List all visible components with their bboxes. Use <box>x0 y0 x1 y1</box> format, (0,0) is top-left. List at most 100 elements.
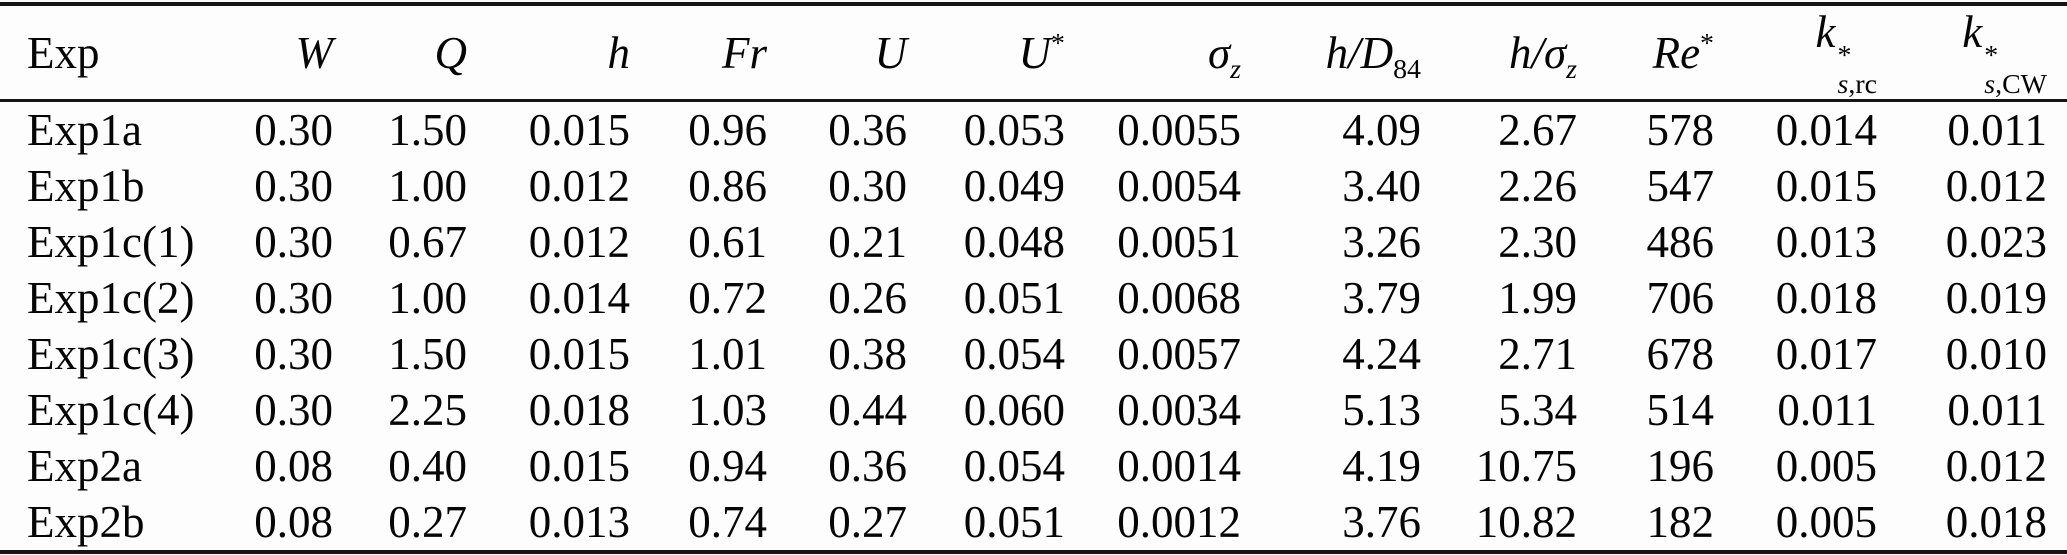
col-header-shear-velocity: U* <box>907 4 1065 103</box>
table-cell: 0.0057 <box>1117 329 1241 380</box>
table-cell: 4.24 <box>1342 329 1421 380</box>
table-cell: 0.054 <box>963 441 1065 492</box>
row-label: Exp1c(1) <box>27 217 195 268</box>
table-cell: 0.014 <box>528 273 630 324</box>
table-cell: 3.76 <box>1241 494 1421 555</box>
table-cell: 0.30 <box>254 385 333 436</box>
table-cell: 2.25 <box>388 385 467 436</box>
table-cell: 0.30 <box>254 329 333 380</box>
table-cell: 0.30 <box>254 273 333 324</box>
table-row: Exp1c(2) 0.30 1.00 0.014 0.72 0.26 0.051 0.0068… <box>0 270 2067 326</box>
table-cell: 0.30 <box>254 161 333 212</box>
table-row: Exp1a 0.30 1.50 0.015 0.96 0.36 0.053 0.0055 4.0… <box>0 101 2067 159</box>
table-cell: 706 <box>1646 273 1715 324</box>
table-row: Exp1c(4) 0.30 2.25 0.018 1.03 0.44 0.060 0.0034… <box>0 382 2067 438</box>
col-header-sigma-z: σz <box>1065 4 1241 103</box>
table-cell: 0.053 <box>963 105 1065 156</box>
col-header-froude: Fr <box>630 4 767 103</box>
table-row: Exp2a 0.08 0.40 0.015 0.94 0.36 0.054 0.0014 4.1… <box>0 438 2067 494</box>
table-row: Exp1c(3) 0.30 1.50 0.015 1.01 0.38 0.054 0.0057… <box>0 326 2067 382</box>
table-cell: 0.94 <box>688 441 767 492</box>
table-cell: 0.30 <box>828 161 907 212</box>
header-row: Exp W Q h Fr U U* σz h/D84 h/σz Re* k * s,… <box>0 4 2067 103</box>
table-cell: 0.017 <box>1775 329 1877 380</box>
table-cell: 0.012 <box>528 217 630 268</box>
row-label: Exp1c(4) <box>27 385 195 436</box>
table-cell: 182 <box>1577 494 1714 555</box>
table-cell: 0.0034 <box>1117 385 1241 436</box>
row-label: Exp2a <box>27 441 142 492</box>
table-cell: 0.0014 <box>1117 441 1241 492</box>
table-cell: 0.019 <box>1945 273 2047 324</box>
table-cell: 2.26 <box>1498 161 1577 212</box>
table-cell: 1.50 <box>388 329 467 380</box>
table-body: Exp1a 0.30 1.50 0.015 0.96 0.36 0.053 0.0055 4.0… <box>0 101 2067 555</box>
table-cell: 0.86 <box>688 161 767 212</box>
table-cell: 0.005 <box>1775 441 1877 492</box>
table-cell: 196 <box>1646 441 1715 492</box>
table-cell: 5.13 <box>1342 385 1421 436</box>
table-cell: 1.00 <box>388 273 467 324</box>
table-cell: 578 <box>1646 105 1715 156</box>
table-cell: 0.013 <box>1775 217 1877 268</box>
table-cell: 486 <box>1646 217 1715 268</box>
table-cell: 3.26 <box>1342 217 1421 268</box>
col-header-exp: Exp <box>0 4 200 103</box>
col-header-h-over-d84: h/D84 <box>1241 4 1421 103</box>
table-cell: 0.012 <box>1945 441 2047 492</box>
table-cell: 0.010 <box>1945 329 2047 380</box>
table-cell: 0.005 <box>1714 494 1877 555</box>
col-header-width: W <box>200 4 333 103</box>
col-header-reynolds-star: Re* <box>1577 4 1714 103</box>
table-cell: 0.015 <box>528 105 630 156</box>
table-row: Exp2b 0.08 0.27 0.013 0.74 0.27 0.051 0.0012 3.7… <box>0 494 2067 555</box>
col-header-discharge: Q <box>333 4 467 103</box>
table-cell: 0.30 <box>254 217 333 268</box>
table-cell: 0.08 <box>200 494 333 555</box>
table-cell: 0.015 <box>528 329 630 380</box>
table-cell: 1.50 <box>388 105 467 156</box>
table-cell: 0.012 <box>528 161 630 212</box>
table-cell: 0.023 <box>1945 217 2047 268</box>
table-cell: 0.048 <box>963 217 1065 268</box>
table-cell: 3.79 <box>1342 273 1421 324</box>
table-cell: 0.30 <box>254 105 333 156</box>
col-header-velocity: U <box>767 4 907 103</box>
col-header-ks-cw: k * s,CW <box>1877 4 2067 103</box>
table-cell: 0.018 <box>1877 494 2067 555</box>
table-cell: 10.82 <box>1421 494 1577 555</box>
table-cell: 0.27 <box>767 494 907 555</box>
table-cell: 0.74 <box>630 494 767 555</box>
table-cell: 4.09 <box>1342 105 1421 156</box>
row-label: Exp1c(3) <box>27 329 195 380</box>
table-cell: 2.67 <box>1498 105 1577 156</box>
table-cell: 0.36 <box>828 105 907 156</box>
table-cell: 0.011 <box>1947 385 2047 436</box>
table-cell: 0.011 <box>1947 105 2047 156</box>
table-cell: 0.96 <box>688 105 767 156</box>
col-header-ks-rc: k * s,rc <box>1714 4 1877 103</box>
table-row: Exp1c(1) 0.30 0.67 0.012 0.61 0.21 0.048 0.0051… <box>0 214 2067 270</box>
table-cell: 1.01 <box>688 329 767 380</box>
table-cell: 0.054 <box>963 329 1065 380</box>
table-cell: 0.0055 <box>1117 105 1241 156</box>
table-cell: 547 <box>1646 161 1715 212</box>
table-cell: 0.0054 <box>1117 161 1241 212</box>
table-cell: 0.011 <box>1777 385 1877 436</box>
row-label: Exp1b <box>27 161 145 212</box>
table-cell: 0.060 <box>963 385 1065 436</box>
table-cell: 1.03 <box>688 385 767 436</box>
table-cell: 4.19 <box>1342 441 1421 492</box>
table-cell: 0.049 <box>963 161 1065 212</box>
table-cell: 0.36 <box>828 441 907 492</box>
table-row: Exp1b 0.30 1.00 0.012 0.86 0.30 0.049 0.0054 3.4… <box>0 158 2067 214</box>
table-cell: 0.21 <box>828 217 907 268</box>
table-cell: 514 <box>1646 385 1715 436</box>
col-header-h-over-sigma-z: h/σz <box>1421 4 1577 103</box>
table-cell: 2.71 <box>1498 329 1577 380</box>
row-label: Exp1a <box>27 105 142 156</box>
table-cell: 5.34 <box>1498 385 1577 436</box>
table-cell: 0.0051 <box>1117 217 1241 268</box>
